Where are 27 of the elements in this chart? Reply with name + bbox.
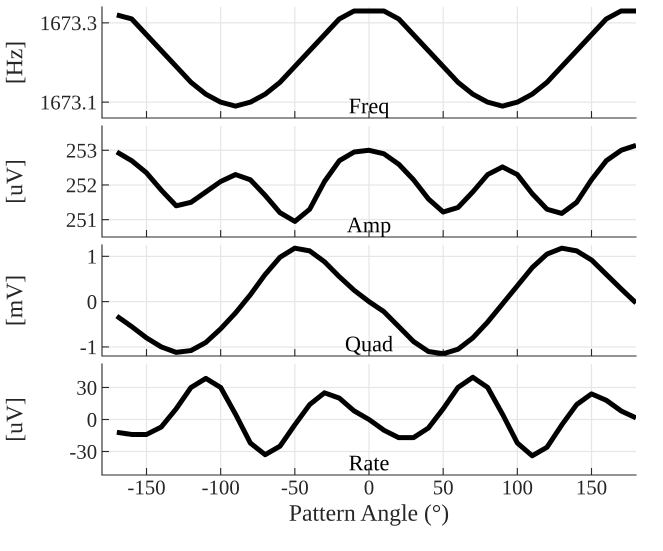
annotation: Quad [346,336,393,355]
y-tick-label: -30 [70,444,96,459]
y-tick-label: 253 [66,144,96,158]
y-tick-label: 1 [88,250,96,264]
y-tick-label: 252 [66,178,96,192]
x-tick-label: 50 [434,480,453,495]
y-tick-label: 0 [88,412,96,427]
annotation: Freq [349,98,389,118]
y-tick-label: 1673.1 [42,96,96,110]
y-tick-label: -1 [80,340,96,354]
y-tick-label: 30 [77,380,96,395]
x-tick-label: -100 [202,480,239,495]
y-tick-label: 0 [88,295,96,310]
y-axis-title: [mV] [6,276,26,324]
x-tick-label: -150 [128,480,165,495]
annotation: Amp [346,218,390,237]
y-axis-title: [uV] [6,160,26,202]
annotation: Rate [349,456,389,470]
y-axis-title: [Hz] [6,42,26,82]
y-tick-label: 1673.3 [42,16,96,30]
y-tick-label: 251 [66,213,96,228]
x-tick-label: 150 [578,480,606,495]
y-axis-title: [uV] [6,398,26,440]
x-tick-label: 100 [504,480,532,495]
x-tick-label: -50 [282,480,308,495]
x-axis-title: Pattern Angle (°) [290,504,448,526]
x-tick-label: 0 [364,480,374,495]
